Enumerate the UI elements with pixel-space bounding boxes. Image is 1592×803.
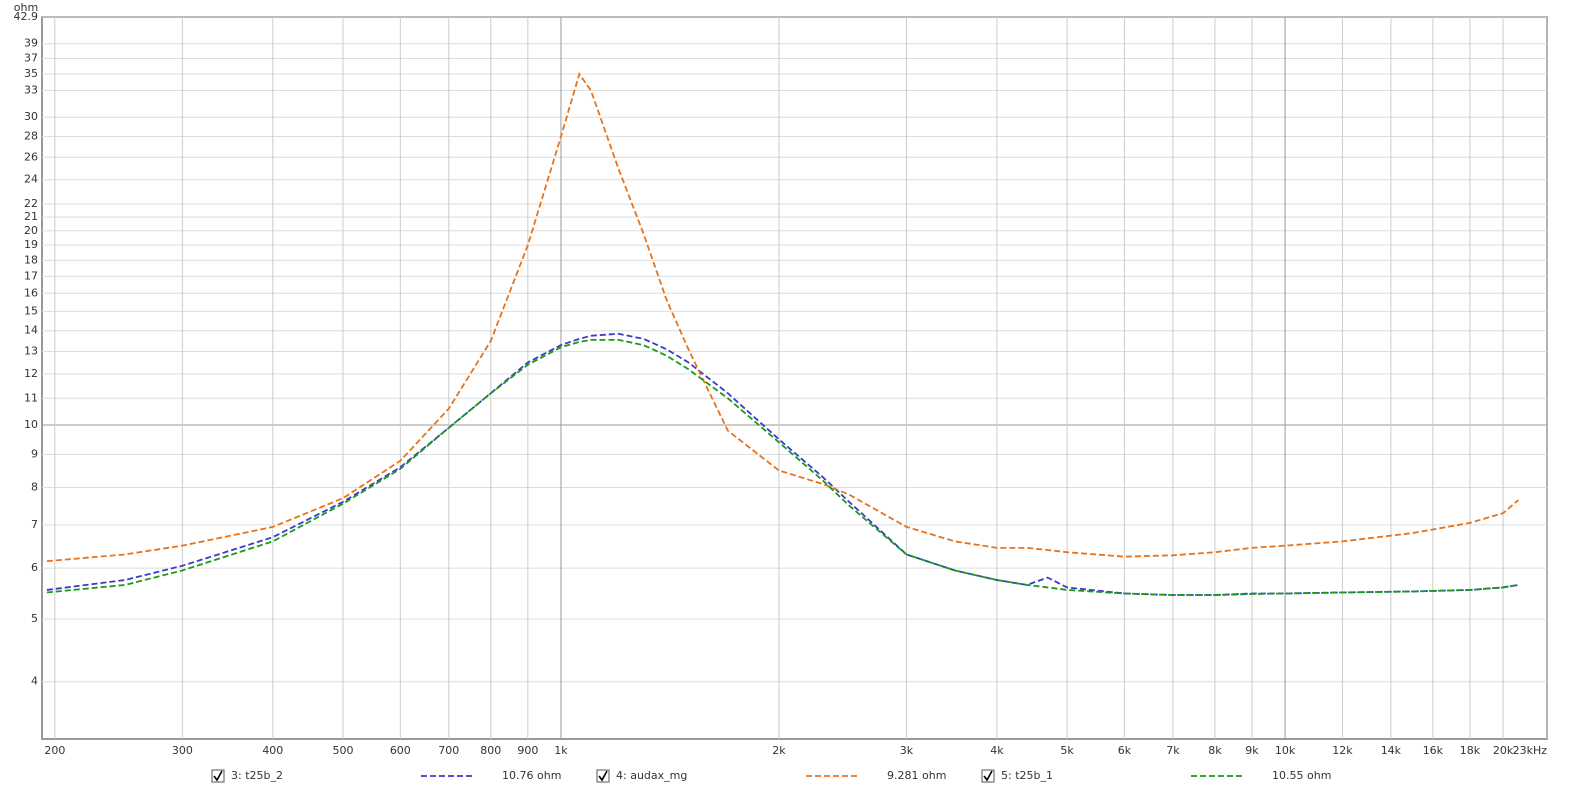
legend-label: 4: audax_mg (616, 769, 687, 782)
x-tick-label: 23kHz (1513, 744, 1548, 757)
y-tick-label: 11 (24, 391, 38, 404)
y-tick-label: 26 (24, 150, 38, 163)
x-tick-label: 4k (990, 744, 1004, 757)
y-tick-label: 28 (24, 130, 38, 143)
y-tick-label: 15 (24, 304, 38, 317)
y-tick-label: 17 (24, 269, 38, 282)
legend-label: 5: t25b_1 (1001, 769, 1053, 782)
legend-value: 10.76 ohm (502, 769, 561, 782)
legend-checkmark (598, 770, 608, 782)
y-tick-label: 16 (24, 286, 38, 299)
y-tick-label: 18 (24, 253, 38, 266)
x-tick-label: 6k (1118, 744, 1132, 757)
y-tick-label: 21 (24, 210, 38, 223)
y-tick-label: 42.9 (14, 10, 39, 23)
y-tick-label: 9 (31, 448, 38, 461)
x-tick-label: 5k (1060, 744, 1074, 757)
y-tick-label: 30 (24, 110, 38, 123)
plot-area (41, 16, 1548, 740)
legend-checkmark (983, 770, 993, 782)
y-tick-label: 19 (24, 238, 38, 251)
x-tick-label: 14k (1381, 744, 1402, 757)
x-tick-label: 800 (480, 744, 501, 757)
y-tick-label: 4 (31, 675, 38, 688)
x-tick-label: 500 (332, 744, 353, 757)
y-tick-label: 6 (31, 561, 38, 574)
x-tick-label: 300 (172, 744, 193, 757)
y-tick-label: 8 (31, 481, 38, 494)
y-tick-label: 14 (24, 324, 38, 337)
x-tick-label: 600 (390, 744, 411, 757)
x-tick-label: 3k (900, 744, 914, 757)
y-tick-label: 22 (24, 197, 38, 210)
y-tick-label: 37 (24, 51, 38, 64)
x-tick-label: 9k (1245, 744, 1259, 757)
x-tick-label: 200 (44, 744, 65, 757)
y-tick-label: 12 (24, 367, 38, 380)
x-tick-label: 900 (517, 744, 538, 757)
series-line (46, 338, 1519, 596)
x-tick-label: 20k (1493, 744, 1514, 757)
legend-value: 10.55 ohm (1272, 769, 1331, 782)
legend-checkmark (213, 770, 223, 782)
x-tick-label: 700 (438, 744, 459, 757)
x-tick-label: 18k (1460, 744, 1481, 757)
x-tick-label: 16k (1423, 744, 1444, 757)
y-tick-label: 33 (24, 84, 38, 97)
y-tick-label: 5 (31, 612, 38, 625)
legend-label: 3: t25b_2 (231, 769, 283, 782)
x-tick-label: 7k (1166, 744, 1180, 757)
y-tick-label: 7 (31, 518, 38, 531)
legend-value: 9.281 ohm (887, 769, 946, 782)
x-tick-label: 1k (554, 744, 568, 757)
y-unit: ohm (14, 1, 38, 14)
y-tick-label: 35 (24, 67, 38, 80)
x-tick-label: 10k (1275, 744, 1296, 757)
y-tick-label: 13 (24, 344, 38, 357)
y-tick-label: 20 (24, 224, 38, 237)
y-tick-label: 24 (24, 173, 38, 186)
x-tick-label: 2k (772, 744, 786, 757)
y-tick-label: 39 (24, 37, 38, 50)
x-tick-label: 400 (262, 744, 283, 757)
x-tick-label: 8k (1208, 744, 1222, 757)
y-tick-label: 10 (24, 418, 38, 431)
x-tick-label: 12k (1332, 744, 1353, 757)
series-line (46, 71, 1519, 563)
